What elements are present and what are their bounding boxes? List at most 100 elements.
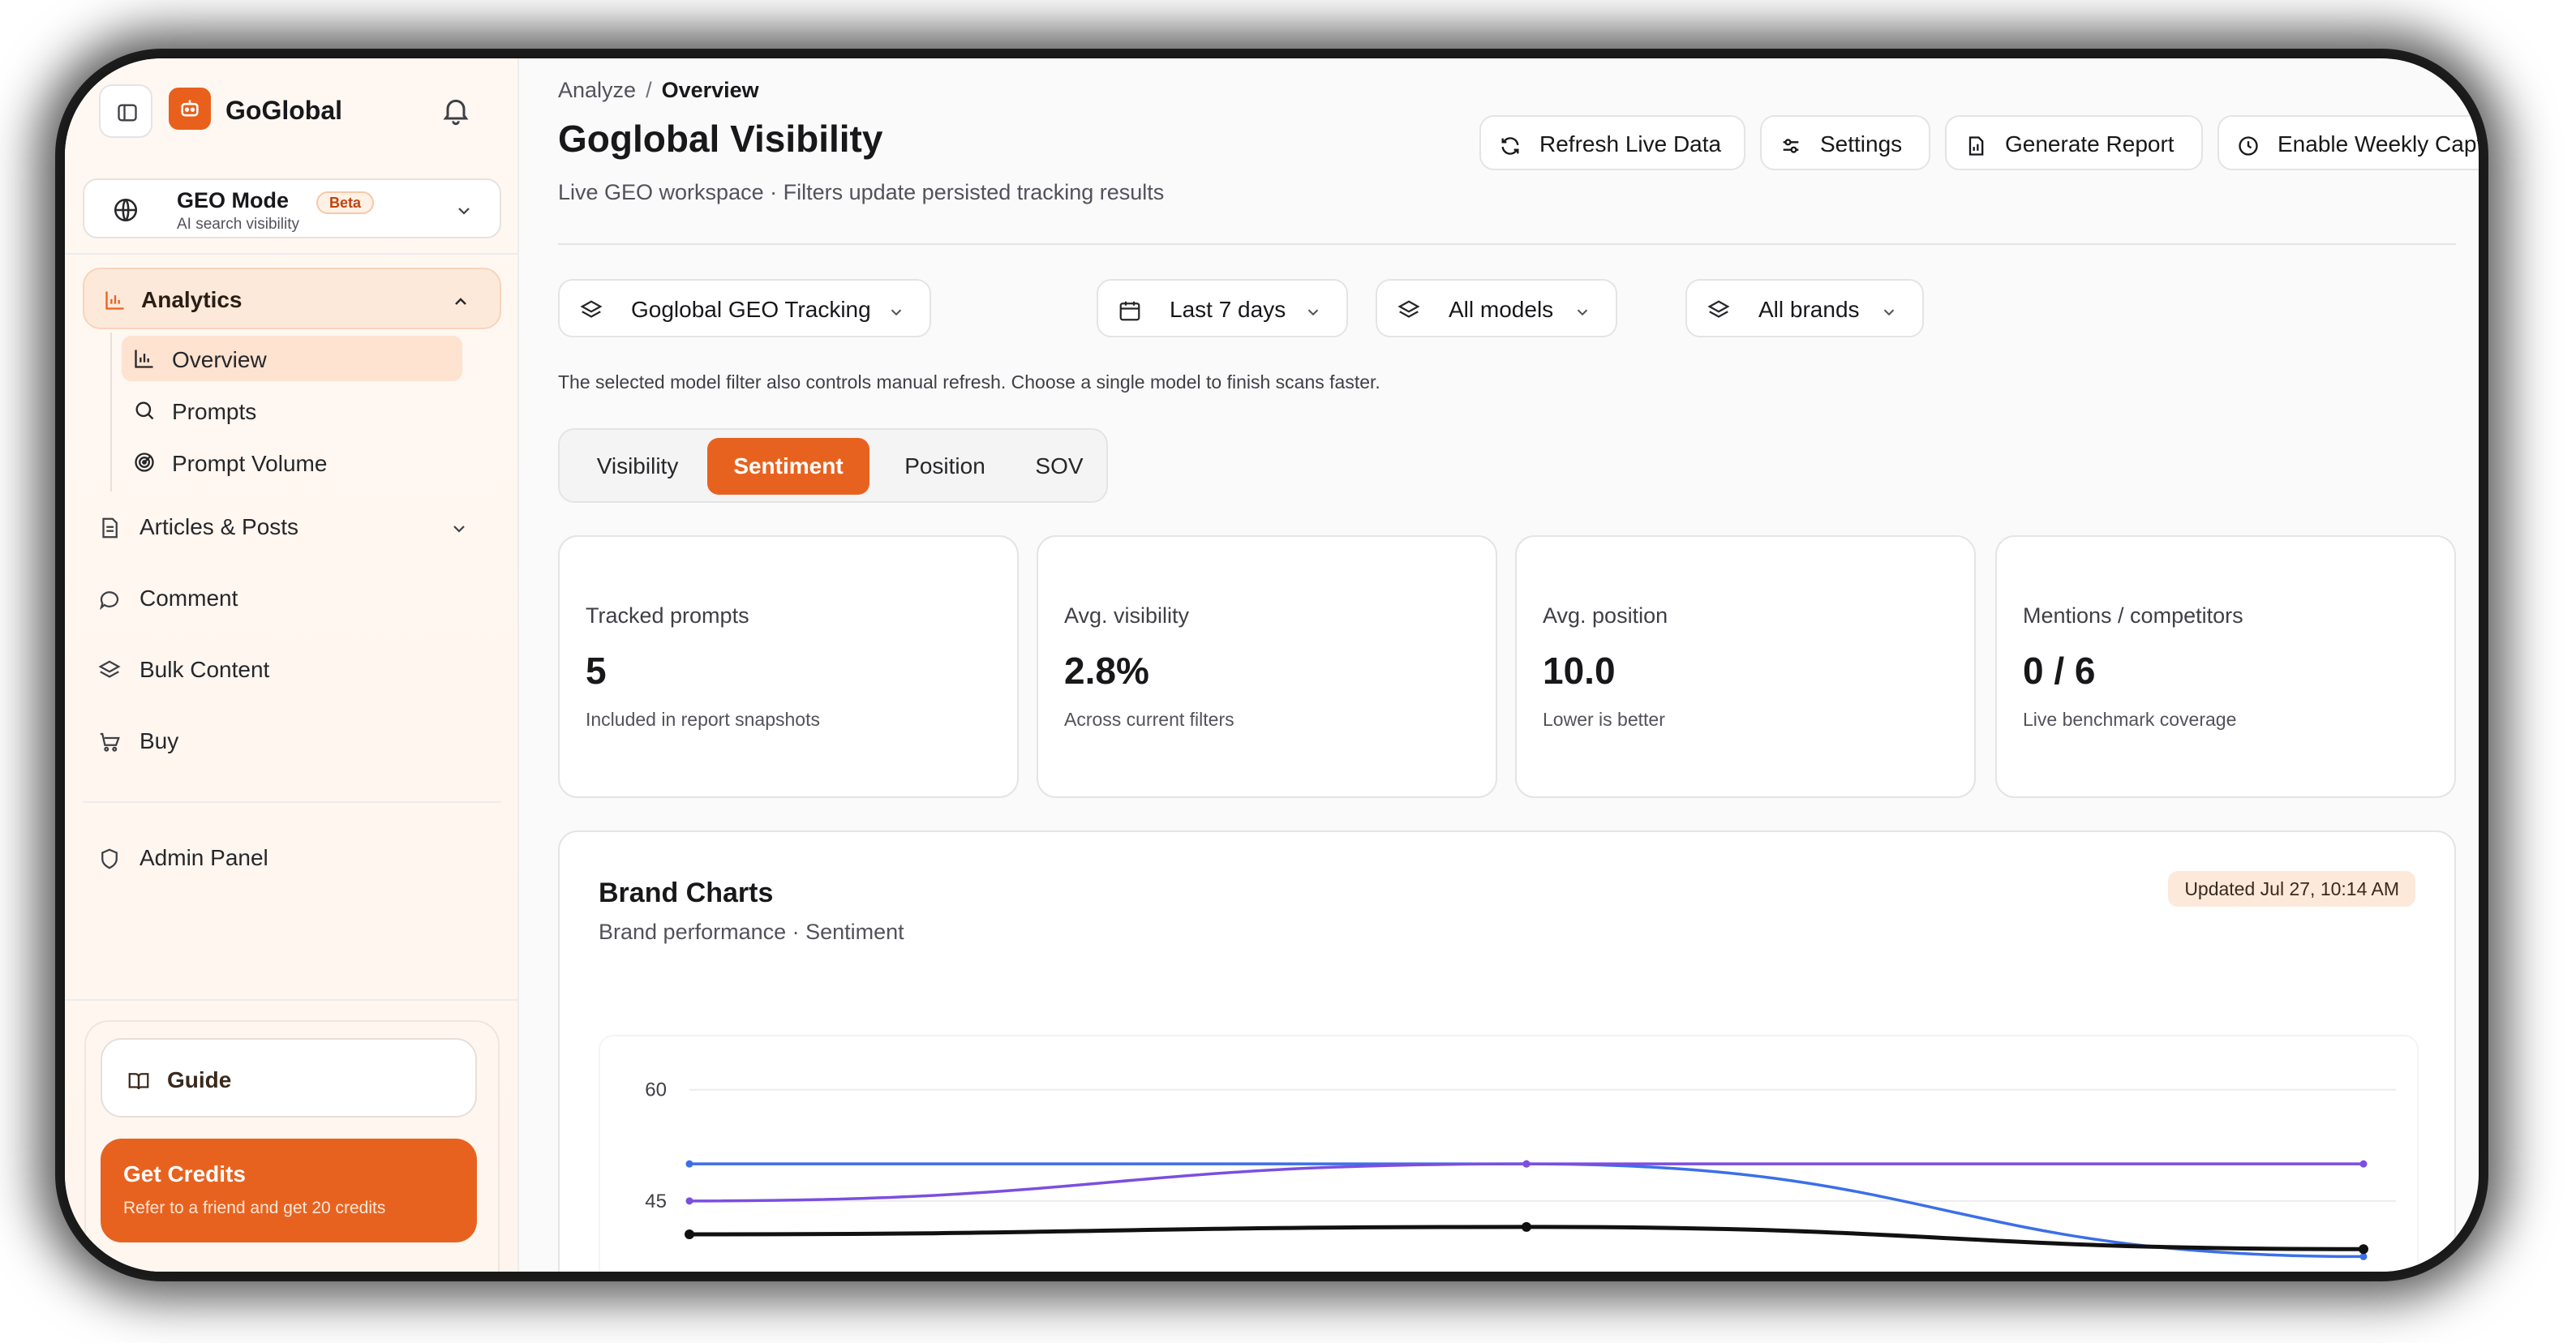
stat-card-avg-visibility: Avg. visibility 2.8% Across current filt…: [1037, 535, 1497, 798]
stat-label: Avg. visibility: [1064, 603, 1190, 628]
filter-value: Last 7 days: [1170, 297, 1286, 322]
sidebar-footer: Guide Get Credits Refer to a friend and …: [84, 1020, 500, 1272]
tab-sentiment[interactable]: Sentiment: [707, 438, 869, 495]
tab-sov[interactable]: SOV: [1035, 453, 1084, 478]
stat-subtext: Lower is better: [1543, 709, 1665, 730]
layers-icon: [1397, 300, 1420, 318]
sidebar: GoGlobal GEO Mode Beta AI search visibil…: [65, 58, 519, 1272]
project-filter-dropdown[interactable]: Goglobal GEO Tracking: [558, 279, 931, 337]
data-point: [1522, 1160, 1531, 1168]
chevron-down-icon: [1577, 309, 1588, 316]
chevron-up-icon: [455, 298, 466, 305]
robot-logo-icon: [181, 100, 199, 117]
stat-label: Tracked prompts: [586, 603, 749, 628]
series-line: [689, 1162, 2363, 1203]
sidebar-divider: [83, 801, 501, 803]
cart-icon: [100, 732, 120, 752]
stat-card-tracked-prompts: Tracked prompts 5 Included in report sna…: [558, 535, 1019, 798]
search-icon: [135, 401, 154, 420]
calendar-icon: [1119, 301, 1140, 321]
breadcrumb-parent[interactable]: Analyze: [558, 78, 637, 102]
tab-position[interactable]: Position: [904, 453, 985, 478]
data-point: [685, 1229, 694, 1239]
geo-mode-selector[interactable]: GEO Mode Beta AI search visibility: [83, 178, 501, 238]
stat-label: Mentions / competitors: [2023, 603, 2243, 628]
bar-chart-icon: [135, 350, 153, 368]
date-range-dropdown[interactable]: Last 7 days: [1097, 279, 1348, 337]
filter-value: All models: [1449, 297, 1554, 322]
data-point: [1522, 1221, 1531, 1232]
line-chart-svg: 45 60: [645, 1079, 2396, 1260]
button-label: Settings: [1820, 131, 1903, 157]
models-filter-dropdown[interactable]: All models: [1376, 279, 1617, 337]
refresh-live-data-button[interactable]: Refresh Live Data: [1479, 115, 1745, 170]
sidebar-item-label: Buy: [140, 728, 179, 753]
chat-bubble-icon: [100, 591, 119, 611]
sidebar-divider: [65, 253, 519, 255]
layers-icon: [580, 300, 603, 318]
chart-card-subtitle: Brand performance · Sentiment: [599, 920, 904, 944]
clock-icon: [2239, 136, 2258, 156]
brand-charts-card: Brand Charts Brand performance · Sentime…: [558, 830, 2456, 1272]
enable-weekly-capture-button[interactable]: Enable Weekly Capture: [2218, 115, 2479, 170]
stat-label: Avg. position: [1543, 603, 1668, 628]
sidebar-item-articles[interactable]: Articles & Posts: [97, 504, 503, 553]
breadcrumb-separator: /: [646, 78, 652, 102]
sidebar-item-overview[interactable]: Overview: [122, 336, 462, 381]
radar-icon: [135, 453, 154, 472]
filter-value: All brands: [1758, 297, 1860, 322]
stat-card-avg-position: Avg. position 10.0 Lower is better: [1515, 535, 1976, 798]
stat-subtext: Across current filters: [1064, 709, 1234, 730]
stat-value: 5: [586, 650, 607, 692]
brands-filter-dropdown[interactable]: All brands: [1685, 279, 1924, 337]
chevron-down-icon: [1883, 309, 1895, 316]
sidebar-divider: [65, 999, 519, 1001]
filter-value: Goglobal GEO Tracking: [631, 297, 871, 322]
sidebar-item-bulk-content[interactable]: Bulk Content: [97, 647, 503, 696]
chevron-down-icon: [458, 208, 470, 215]
sidebar-item-label: Bulk Content: [140, 657, 270, 682]
sidebar-header: GoGlobal: [65, 58, 519, 172]
brand-name: GoGlobal: [225, 96, 342, 125]
sidebar-item-label: Articles & Posts: [140, 514, 299, 539]
settings-button[interactable]: Settings: [1760, 115, 1930, 170]
metric-tabs: Visibility Sentiment Position SOV: [558, 428, 1108, 503]
tab-visibility[interactable]: Visibility: [596, 453, 679, 478]
breadcrumb-current: Overview: [661, 78, 759, 102]
globe-icon: [114, 198, 138, 222]
page-title: Goglobal Visibility: [558, 118, 883, 160]
sidebar-item-analytics[interactable]: Analytics: [83, 268, 501, 329]
generate-report-button[interactable]: Generate Report: [1945, 115, 2203, 170]
sidebar-item-comment[interactable]: Comment: [97, 576, 503, 624]
sidebar-item-prompt-volume[interactable]: Prompt Volume: [122, 440, 462, 485]
stat-card-mentions-competitors: Mentions / competitors 0 / 6 Live benchm…: [1995, 535, 2456, 798]
button-label: Enable Weekly Capture: [2278, 131, 2479, 157]
sidebar-item-buy[interactable]: Buy: [97, 719, 503, 767]
sidebar-item-label: Comment: [140, 586, 238, 611]
sidebar-item-label: Overview: [172, 347, 267, 372]
series-line: [689, 1162, 2364, 1259]
sidebar-item-label: Prompts: [172, 399, 257, 424]
geo-mode-subtitle: AI search visibility: [177, 216, 299, 233]
refresh-icon: [1501, 137, 1519, 155]
data-point: [685, 1160, 693, 1168]
page-subtitle: Live GEO workspace · Filters update pers…: [558, 180, 1165, 204]
filter-note: The selected model filter also controls …: [558, 371, 1380, 393]
sidebar-toggle-button[interactable]: [99, 84, 152, 138]
get-credits-button[interactable]: Get Credits Refer to a friend and get 20…: [101, 1139, 477, 1242]
stat-value: 0 / 6: [2023, 650, 2096, 692]
sidebar-item-prompts[interactable]: Prompts: [122, 388, 462, 433]
document-icon: [102, 517, 118, 538]
button-label: Refresh Live Data: [1539, 131, 1722, 157]
bell-icon[interactable]: [440, 94, 472, 127]
y-tick-label: 45: [645, 1191, 667, 1212]
guide-button[interactable]: Guide: [101, 1038, 477, 1118]
sidebar-item-label: Admin Panel: [140, 845, 268, 870]
sidebar-item-label: Analytics: [141, 287, 243, 312]
beta-badge: Beta: [316, 191, 375, 214]
sidebar-item-admin-panel[interactable]: Admin Panel: [97, 835, 503, 884]
sidebar-panel-icon: [118, 104, 137, 122]
chevron-down-icon: [1307, 309, 1319, 316]
logo: [169, 88, 211, 130]
app-window: GoGlobal GEO Mode Beta AI search visibil…: [65, 58, 2479, 1272]
